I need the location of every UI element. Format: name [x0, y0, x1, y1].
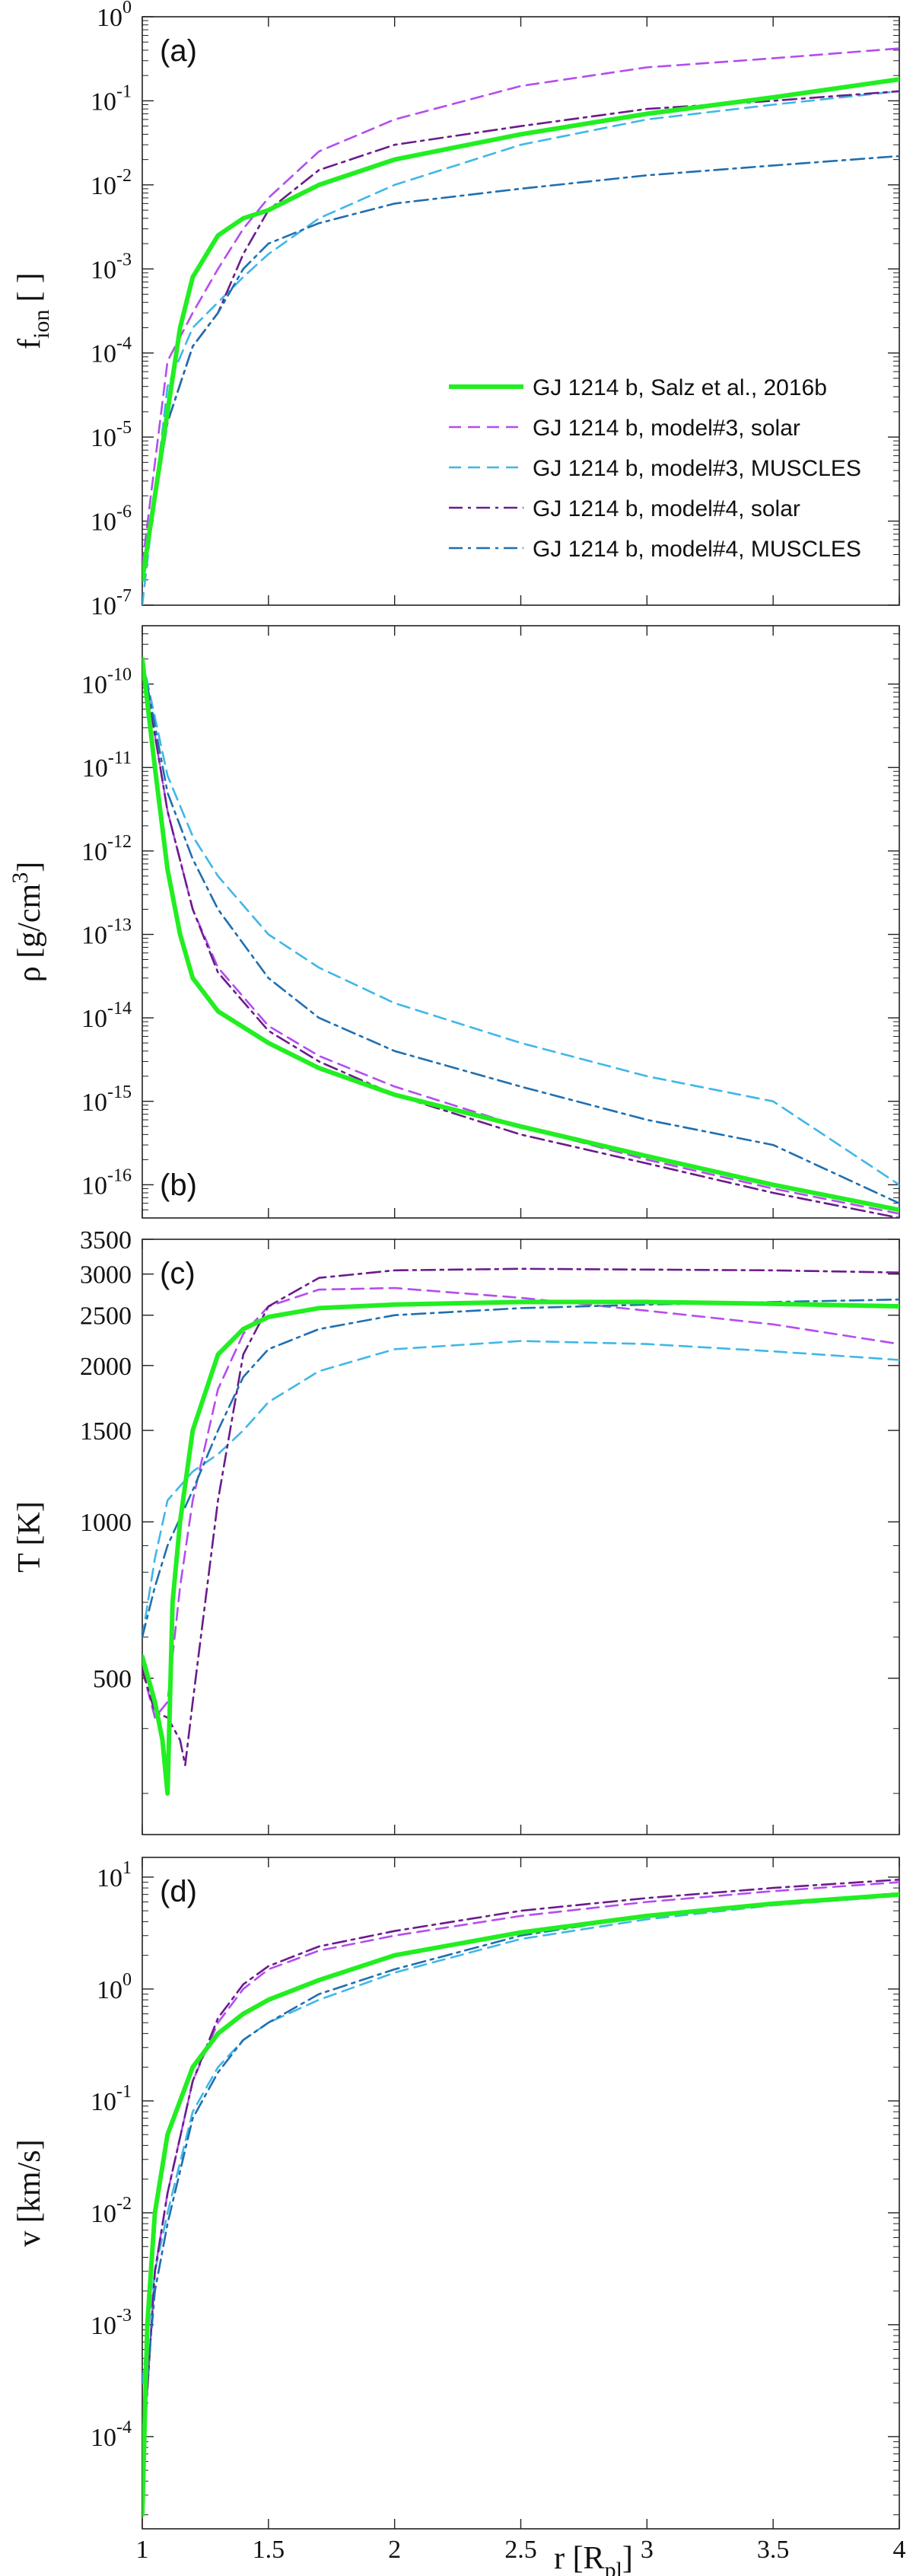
y-tick-label: 2000	[80, 1353, 132, 1381]
y-tick-label: 1500	[80, 1417, 132, 1446]
series-line-m4solar	[142, 658, 899, 1218]
panel-label: (c)	[160, 1257, 196, 1290]
series-group	[142, 656, 899, 1218]
legend-label: GJ 1214 b, model#3, MUSCLES	[533, 456, 861, 481]
series-line-m4solar	[142, 1878, 899, 2472]
x-tick-label: 1.5	[253, 2536, 285, 2564]
y-axis-label: ρ [g/cm3]	[8, 862, 47, 982]
series-group	[142, 47, 899, 605]
y-tick-label: 2500	[80, 1302, 132, 1331]
panel-c: 3500 3000 2500 2000 1500 1000 500 (c) T [K]	[12, 1226, 900, 1835]
x-tick-label: 2	[388, 2536, 401, 2564]
series-line-m4muscles	[142, 658, 899, 1204]
series-line-m4muscles	[142, 155, 899, 582]
legend-label: GJ 1214 b, Salz et al., 2016b	[533, 375, 827, 400]
legend-label: GJ 1214 b, model#3, solar	[533, 416, 800, 441]
series-group	[142, 1267, 899, 1796]
series-line-m3solar	[142, 47, 899, 566]
panel-label: (d)	[160, 1875, 197, 1908]
series-line-m3muscles	[142, 658, 899, 1186]
panel-d: 1 1.5 2 2.5 3 3.5 410110010-110-210-310-4(d)v …	[12, 1857, 906, 2564]
y-tick-label: 500	[93, 1666, 132, 1694]
legend: GJ 1214 b, Salz et al., 2016b GJ 1214 b, …	[449, 375, 861, 562]
y-tick-label: 3000	[80, 1261, 132, 1290]
y-axis-label: v [km/s]	[12, 2139, 47, 2246]
panel-label: (b)	[160, 1168, 197, 1202]
y-tick-label: 10-15	[81, 1082, 132, 1117]
series-line-m3muscles	[142, 90, 899, 605]
series-group	[142, 1878, 899, 2517]
x-tick-label: 3.5	[757, 2536, 790, 2564]
y-tick-label: 3500	[80, 1226, 132, 1255]
x-tick-label: 3	[641, 2536, 654, 2564]
x-tick-label: 2.5	[504, 2536, 537, 2564]
series-line-salz	[142, 656, 899, 1213]
y-axis-label: T [K]	[12, 1501, 47, 1573]
panel-label: (a)	[160, 34, 197, 68]
y-tick-label: 10-14	[81, 999, 132, 1033]
series-line-salz	[142, 1892, 899, 2517]
legend-label: GJ 1214 b, model#4, MUSCLES	[533, 537, 861, 562]
y-axis-label: fion[ ]	[12, 273, 54, 349]
x-tick-label: 1	[136, 2536, 149, 2564]
series-line-m3muscles	[142, 1340, 899, 1638]
y-tick-label: 100	[97, 0, 132, 32]
legend-label: GJ 1214 b, model#4, solar	[533, 496, 800, 521]
x-tick-label: 4	[893, 2536, 906, 2564]
y-tick-label: 1000	[80, 1509, 132, 1537]
series-line-salz	[142, 1299, 899, 1796]
series-line-m4muscles	[142, 1298, 899, 1638]
x-axis-label: r [Rpl]	[554, 2541, 633, 2576]
series-line-m4solar	[142, 1267, 899, 1767]
series-line-m3muscles	[142, 1895, 899, 2384]
series-line-salz	[142, 77, 899, 582]
